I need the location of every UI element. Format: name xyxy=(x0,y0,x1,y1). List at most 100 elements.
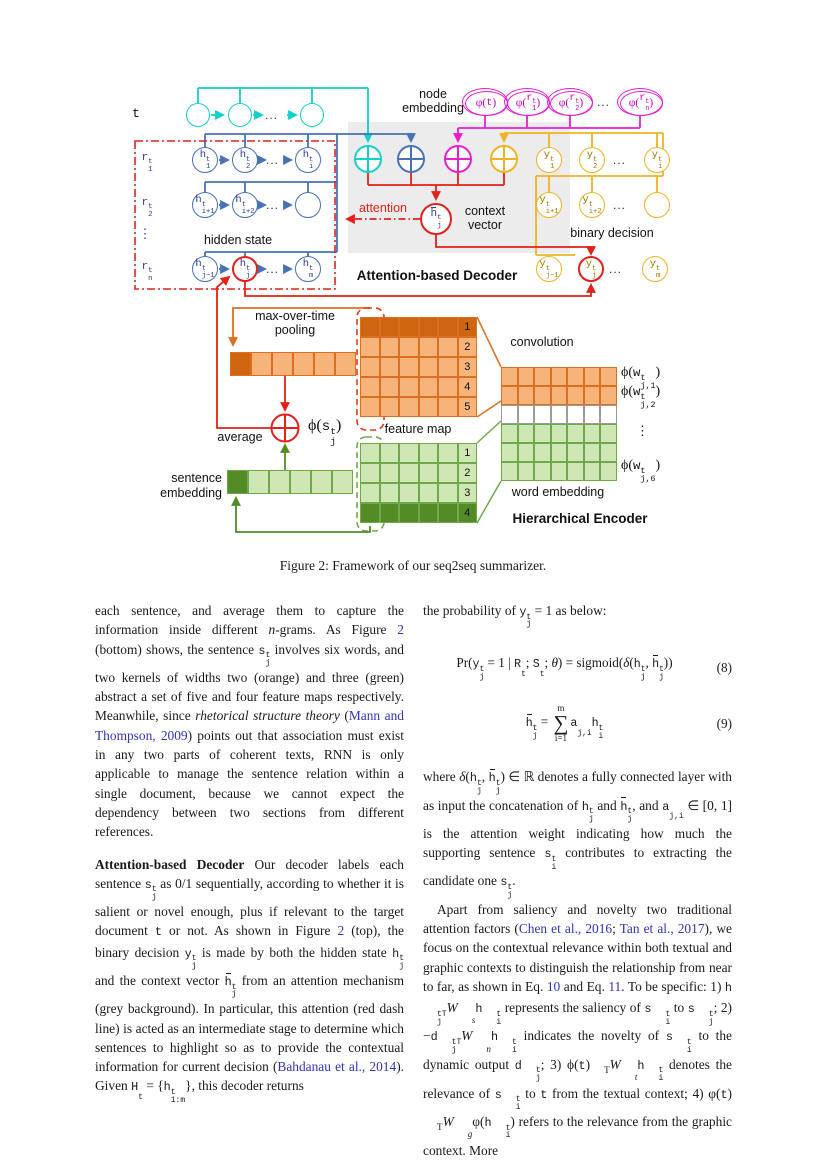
pooled-feature-vector xyxy=(230,352,356,376)
grid-cell xyxy=(379,483,399,503)
grid-cell xyxy=(583,424,601,443)
grid-cell xyxy=(550,386,568,405)
paragraph: where δ(h t j, h t j) ∈ ℝ denotes a fully co… xyxy=(423,768,733,900)
binary-decision-label: binary decision xyxy=(570,226,654,240)
citation-link[interactable]: 2 xyxy=(397,622,404,638)
grid-cell xyxy=(438,377,458,397)
hidden-state-label: hidden state xyxy=(203,233,273,247)
grid-cell xyxy=(418,483,438,503)
grid-cell xyxy=(583,367,601,386)
grid-cell: 5 xyxy=(457,397,477,417)
grid-cell xyxy=(517,405,535,424)
grid-cell xyxy=(583,462,601,481)
grid-cell xyxy=(230,352,251,376)
paragraph: each sentence, and average them to captu… xyxy=(95,603,404,840)
ellipsis: ... xyxy=(265,108,279,122)
grid-cell xyxy=(360,377,380,397)
t-rnn-node xyxy=(300,103,324,127)
grid-cell xyxy=(418,443,438,463)
grid-cell: 1 xyxy=(457,317,477,337)
grid-cell xyxy=(418,503,438,523)
word-embed-label-1: ϕ(w t j,1) xyxy=(621,365,661,391)
grid-cell xyxy=(399,443,419,463)
grid-cell xyxy=(251,352,272,376)
grid-cell xyxy=(438,503,458,523)
figure-caption: Figure 2: Framework of our seq2seq summa… xyxy=(279,558,547,573)
grid-cell xyxy=(517,462,535,481)
grid-cell xyxy=(600,424,617,443)
grid-cell xyxy=(534,386,551,405)
grid-cell xyxy=(550,462,568,481)
citation-link[interactable]: Chen et al., 2016 xyxy=(518,921,613,937)
grid-cell xyxy=(438,397,458,417)
grid-cell xyxy=(314,352,335,376)
grid-cell xyxy=(379,357,399,377)
grid-cell xyxy=(438,317,458,337)
grid-cell xyxy=(501,443,518,462)
grid-cell xyxy=(379,397,399,417)
grid-cell xyxy=(399,377,419,397)
grid-cell xyxy=(418,463,438,483)
pooling-label: max-over-time pooling xyxy=(255,309,335,337)
grid-cell xyxy=(501,462,518,481)
grid-cell xyxy=(399,337,419,357)
node-embedding-phi-r2: φ(r t 2) xyxy=(547,88,593,116)
grid-cell xyxy=(360,463,380,483)
attention-panel xyxy=(348,122,570,253)
word-embedding-matrix xyxy=(501,367,617,481)
grid-cell xyxy=(438,463,458,483)
vertical-dots: ⋮ xyxy=(636,423,649,438)
grid-cell xyxy=(438,357,458,377)
target-doc-label: t xyxy=(132,106,140,121)
word-embed-label-2: ϕ(w t j,2) xyxy=(621,384,661,410)
grid-cell xyxy=(600,462,617,481)
sentence-repr-label: ϕ(s t j) xyxy=(308,417,342,447)
convolution-label: convolution xyxy=(510,335,574,349)
grid-cell xyxy=(332,470,353,494)
grid-cell xyxy=(399,463,419,483)
citation-link[interactable]: 11 xyxy=(608,978,622,994)
context-vector-label: context vector xyxy=(464,204,506,232)
vertical-dots: ⋮ xyxy=(138,227,152,242)
grid-cell xyxy=(517,386,535,405)
grid-cell xyxy=(272,352,293,376)
citation-link[interactable]: 2 xyxy=(337,923,345,939)
grid-cell xyxy=(583,443,601,462)
ellipsis: ... xyxy=(613,198,627,212)
grid-cell xyxy=(567,424,584,443)
sentence-embedding-vector xyxy=(227,470,353,494)
decision-node-yi2: y t i+2 xyxy=(579,192,605,218)
citation-link[interactable]: Tan et al., 2017 xyxy=(619,921,705,937)
grid-cell xyxy=(360,483,380,503)
cyan-lines xyxy=(197,87,373,143)
grid-cell xyxy=(501,386,518,405)
grid-cell xyxy=(501,424,518,443)
grid-cell xyxy=(534,462,551,481)
grid-cell xyxy=(360,443,380,463)
citation-link[interactable]: 10 xyxy=(546,978,561,994)
grid-cell xyxy=(600,367,617,386)
grid-cell xyxy=(438,337,458,357)
t-rnn-node xyxy=(228,103,252,127)
grid-cell: 1 xyxy=(457,443,477,463)
hidden-node-hi1: h t i+1 xyxy=(192,192,218,218)
hidden-node-hj1: h t j−1 xyxy=(192,256,218,282)
magenta-lines xyxy=(453,116,641,143)
grid-cell xyxy=(379,337,399,357)
grid-cell xyxy=(335,352,356,376)
citation-link[interactable]: Bahdanau et al., 2014 xyxy=(277,1059,397,1075)
node-embedding-label: node embedding xyxy=(402,87,464,115)
grid-cell xyxy=(418,337,438,357)
citation-link[interactable]: Mann and Thompson, 2009 xyxy=(95,708,404,743)
